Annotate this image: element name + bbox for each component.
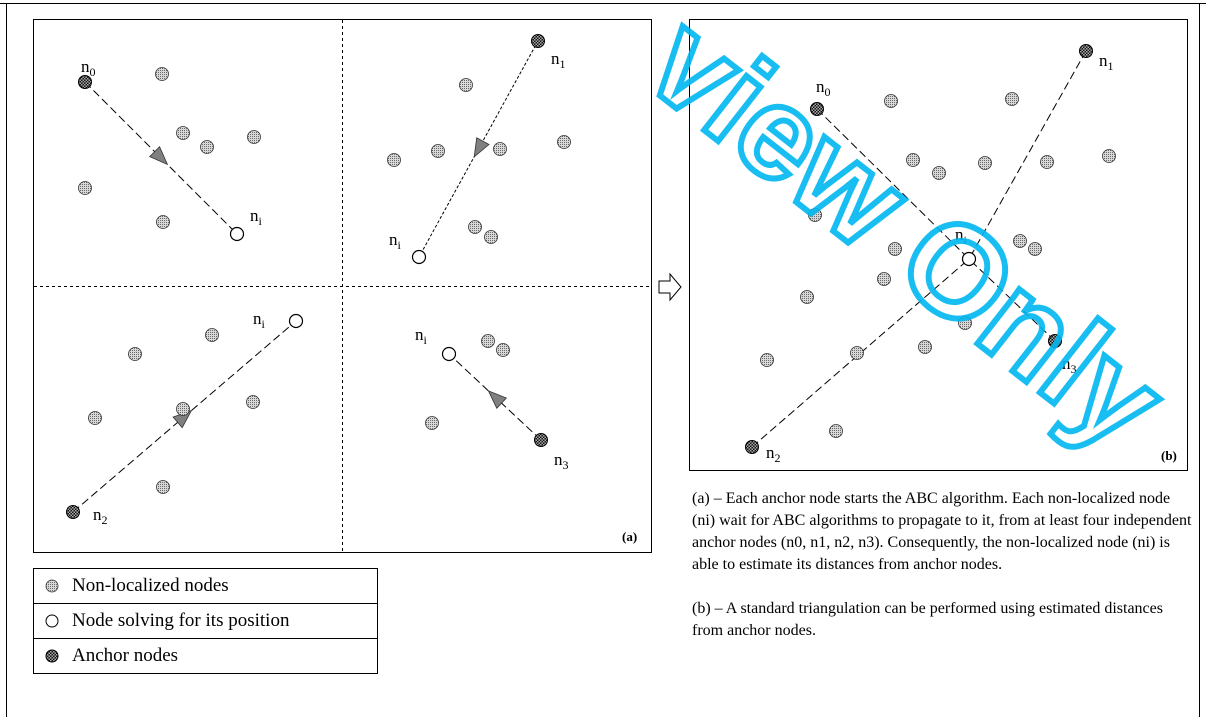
caption-a: (a) – Each anchor node starts the ABC al…	[692, 490, 1192, 573]
non-localized-node	[978, 156, 992, 170]
propagation-arrowhead	[487, 390, 508, 409]
anchor-node	[66, 505, 80, 519]
target-label: ni	[415, 325, 428, 347]
legend: Non-localized nodes Node solving for its…	[33, 568, 378, 674]
solving-node	[229, 226, 245, 242]
distance-line	[968, 50, 1087, 260]
legend-label: Non-localized nodes	[72, 575, 229, 596]
quadrant-3: n3 ni	[415, 325, 569, 472]
non-localized-node	[918, 340, 932, 354]
anchor-label: n1	[1099, 51, 1114, 73]
non-localized-node	[247, 130, 261, 144]
non-localized-node	[88, 411, 102, 425]
anchor-node-icon	[45, 649, 59, 663]
anchor-label: n3	[1062, 354, 1077, 376]
non-localized-node	[387, 153, 401, 167]
legend-item-solving-node: Node solving for its position	[34, 604, 377, 639]
anchor-label: n0	[81, 57, 96, 79]
center-node-label: ni	[955, 225, 968, 247]
non-localized-node	[888, 242, 902, 256]
anchor-node	[745, 440, 759, 454]
solving-node	[411, 249, 427, 265]
non-localized-node	[176, 402, 190, 416]
legend-label: Node solving for its position	[72, 610, 290, 631]
solving-node-icon	[45, 614, 59, 628]
panel-b-tag: (b)	[1161, 448, 1177, 463]
non-localized-node	[200, 140, 214, 154]
quadrant-0: n0 ni	[78, 57, 263, 242]
non-localized-node	[800, 290, 814, 304]
non-localized-node	[760, 353, 774, 367]
panel-a: n0 ni n1 ni n2 ni n3 ni	[66, 34, 571, 527]
non-localized-node	[1102, 149, 1116, 163]
distance-line	[968, 258, 1056, 342]
solving-node	[288, 313, 304, 329]
panel-b-frame	[689, 19, 1188, 471]
non-localized-node	[78, 181, 92, 195]
non-localized-node	[246, 395, 260, 409]
hollow-right-arrow-icon	[658, 272, 682, 302]
non-localized-node	[156, 480, 170, 494]
non-localized-node	[829, 424, 843, 438]
solving-node	[441, 346, 457, 362]
propagation-path	[418, 40, 539, 258]
quadrant-1: n1 ni	[387, 34, 571, 265]
panel-a-tag: (a)	[622, 529, 637, 544]
non-localized-node	[808, 208, 822, 222]
anchor-label: n0	[816, 77, 831, 99]
non-localized-node	[459, 78, 473, 92]
legend-label: Anchor nodes	[72, 645, 179, 666]
non-localized-node	[932, 166, 946, 180]
non-localized-node	[176, 126, 190, 140]
legend-item-non-localized: Non-localized nodes	[34, 569, 377, 604]
non-localized-node	[128, 347, 142, 361]
non-localized-node-icon	[45, 579, 59, 593]
anchor-label: n3	[554, 450, 569, 472]
anchor-node	[810, 102, 824, 116]
non-localized-node	[481, 334, 495, 348]
non-localized-node	[205, 328, 219, 342]
anchor-node	[534, 433, 548, 447]
non-localized-node	[155, 67, 169, 81]
non-localized-node	[958, 316, 972, 330]
legend-item-anchor: Anchor nodes	[34, 639, 377, 673]
caption-b: (b) – A standard triangulation can be pe…	[692, 600, 1163, 639]
non-localized-node	[425, 416, 439, 430]
panel-a-frame	[33, 19, 652, 553]
anchor-node	[1048, 334, 1062, 348]
non-localized-node	[468, 220, 482, 234]
anchor-node	[531, 34, 545, 48]
non-localized-node	[850, 346, 864, 360]
anchor-label: n1	[551, 49, 566, 71]
non-localized-node	[877, 272, 891, 286]
non-localized-node	[484, 230, 498, 244]
non-localized-node	[557, 135, 571, 149]
quadrant-2: n2 ni	[66, 309, 304, 527]
figure-caption: (a) – Each anchor node starts the ABC al…	[692, 488, 1192, 664]
panel-b: n0 n1 n2 n3 ni	[745, 44, 1116, 465]
non-localized-node	[493, 142, 507, 156]
propagation-arrowhead	[148, 145, 169, 166]
non-localized-node	[496, 343, 510, 357]
non-localized-node	[906, 153, 920, 167]
non-localized-node	[1005, 92, 1019, 106]
solving-node	[961, 251, 977, 267]
anchor-node	[1079, 44, 1093, 58]
anchor-label: n2	[766, 443, 781, 465]
anchor-node	[78, 75, 92, 89]
anchor-label: n2	[93, 505, 108, 527]
non-localized-node	[1040, 155, 1054, 169]
target-label: ni	[253, 309, 266, 331]
target-label: ni	[250, 206, 263, 228]
propagation-arrowhead	[473, 137, 490, 158]
non-localized-node	[156, 215, 170, 229]
non-localized-node	[431, 144, 445, 158]
non-localized-node	[884, 94, 898, 108]
non-localized-node	[1028, 242, 1042, 256]
non-localized-node	[1013, 234, 1027, 248]
watermark-text: view Only	[623, 0, 1191, 476]
target-label: ni	[389, 230, 402, 252]
